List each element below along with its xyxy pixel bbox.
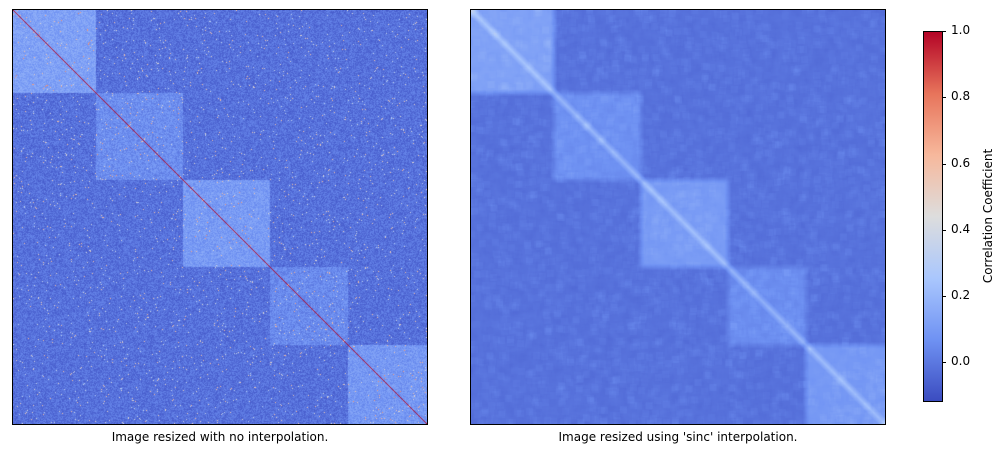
- colorbar-tick-label: 1.0: [951, 23, 971, 37]
- heatmap-no-interpolation: [12, 9, 428, 425]
- left-panel-xlabel: Image resized with no interpolation.: [111, 430, 329, 444]
- heatmap-canvas-smoothed: [471, 10, 885, 424]
- colorbar-label: Correlation Coefficient: [981, 148, 995, 284]
- colorbar-tick-label: 0.4: [951, 221, 971, 236]
- colorbar-tick-label: 0.8: [951, 89, 971, 104]
- right-panel-xlabel: Image resized using 'sinc' interpolation…: [558, 430, 798, 444]
- colorbar: [923, 31, 943, 402]
- heatmap-sinc-interpolation: [470, 9, 886, 425]
- heatmap-canvas-raw: [13, 10, 427, 424]
- colorbar-tick-label: 0.2: [951, 288, 971, 302]
- colorbar-tick-label: 0.0: [951, 354, 971, 369]
- colorbar-tick-label: 0.6: [951, 155, 971, 170]
- colorbar-gradient: [924, 32, 942, 401]
